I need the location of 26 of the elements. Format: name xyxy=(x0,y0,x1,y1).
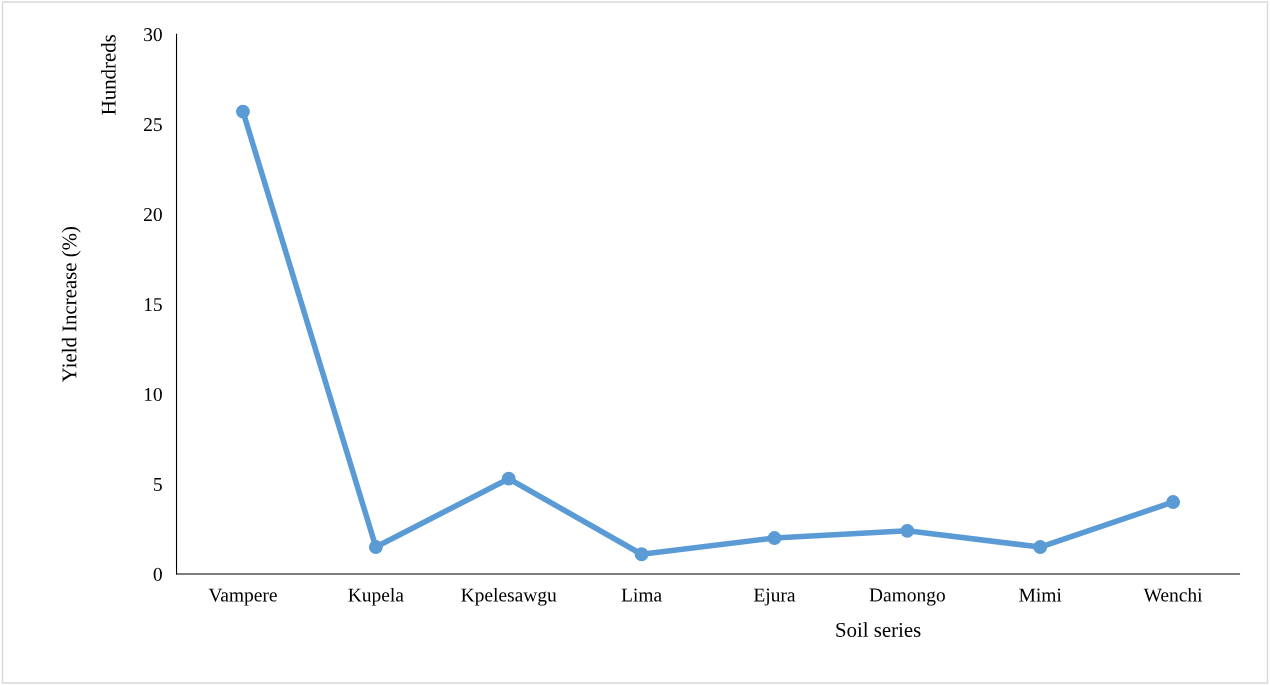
x-tick-label: Ejura xyxy=(753,588,796,606)
point xyxy=(236,104,250,119)
x-tick-label: Damongo xyxy=(869,588,945,606)
point xyxy=(1166,495,1181,510)
point xyxy=(634,547,649,562)
y-tick-label: 30 xyxy=(144,28,162,42)
y-tick-label: 25 xyxy=(144,118,162,132)
point xyxy=(368,540,383,554)
y-tick-label: 10 xyxy=(144,387,162,402)
point xyxy=(900,523,915,538)
text: Hundreds xyxy=(101,35,116,115)
x-tick-label: Kpelesawgu xyxy=(461,587,557,606)
x-tick-label: Vampere xyxy=(208,588,277,606)
y-tick-label: 0 xyxy=(153,567,162,581)
x-tick-label: Lima xyxy=(621,588,662,602)
point xyxy=(767,531,782,545)
x-tick-label: Kupela xyxy=(348,587,404,606)
y-tick-label: 15 xyxy=(144,298,162,312)
y-axis-title: Yield Increase (%) xyxy=(61,226,81,382)
x-axis-title: Soil series xyxy=(836,622,921,637)
point xyxy=(1033,540,1048,554)
x-tick-label: Mimi xyxy=(1019,588,1062,602)
point xyxy=(501,471,516,486)
y-tick-label: 5 xyxy=(154,478,162,491)
y-tick-label: 20 xyxy=(144,207,162,222)
x-tick-label: Wenchi xyxy=(1143,587,1203,602)
